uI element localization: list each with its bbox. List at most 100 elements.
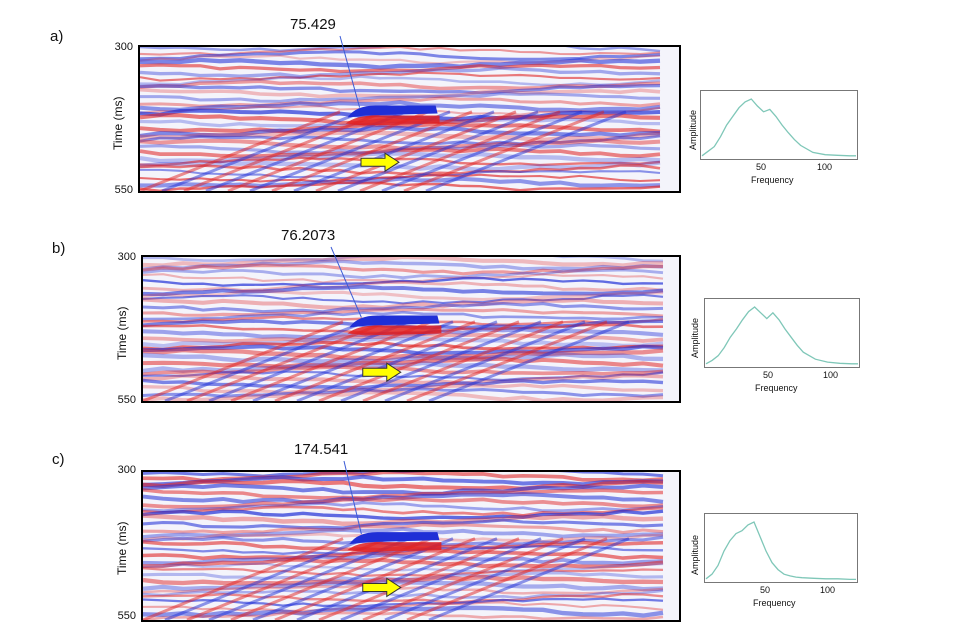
y-tick-top: 300 (117, 464, 136, 476)
reflector-line (143, 552, 664, 566)
dipping-event (271, 110, 473, 191)
reflector-line (143, 523, 664, 535)
reflector-line (143, 567, 664, 578)
spectrum-plot (700, 90, 858, 160)
reflector-line (143, 297, 664, 310)
dipping-event (315, 110, 517, 191)
dipping-event (403, 110, 605, 191)
reflector-line (143, 557, 664, 569)
dipping-event (406, 537, 608, 620)
reflector-line (143, 601, 664, 612)
reflector-line (143, 584, 664, 595)
spectrum-x-label: Frequency (755, 383, 798, 393)
dipping-event (293, 110, 495, 191)
reflector-line (140, 66, 661, 79)
reflector-line (143, 526, 664, 539)
dipping-event (274, 537, 476, 620)
spectrum-x-tick: 100 (820, 585, 836, 595)
spectrum-y-label: Amplitude (688, 109, 698, 150)
spectrum-line (701, 98, 856, 157)
reflector-line (140, 83, 661, 95)
dipping-event (186, 320, 388, 401)
reflector-line (143, 472, 664, 478)
dipping-event (143, 537, 344, 620)
seismic-section (141, 470, 681, 622)
reflector-line (143, 289, 664, 302)
reflector-line (143, 574, 664, 586)
bright-spot-blue (349, 532, 440, 545)
dipping-event (164, 537, 366, 620)
seismic-image (140, 47, 661, 191)
reflector-line (140, 173, 661, 183)
dipping-event (359, 110, 561, 191)
panel-label: b) (52, 240, 66, 257)
dipping-event (140, 110, 341, 191)
dipping-event (318, 320, 520, 401)
reflector-line (143, 332, 664, 344)
y-axis-label: Time (ms) (111, 96, 125, 150)
seismic-section (138, 45, 681, 193)
reflector-line (143, 293, 664, 305)
reflector-line (143, 483, 664, 496)
spectrum-svg (705, 306, 859, 365)
bright-spot-blue (347, 105, 438, 118)
spectrum-line (705, 521, 856, 581)
reflector-line (143, 548, 664, 561)
bright-spot-blue (349, 315, 440, 328)
dipping-event (362, 320, 564, 401)
reflector-line (140, 47, 661, 53)
reflector-line (140, 134, 661, 146)
spectrum-svg (701, 98, 857, 157)
reflector-line (143, 268, 664, 280)
dipping-event (384, 537, 586, 620)
dipping-event (296, 320, 498, 401)
dipping-event (425, 110, 627, 191)
reflector-line (140, 63, 661, 74)
reflector-line (143, 301, 664, 314)
spectrum-y-label: Amplitude (690, 317, 700, 358)
reflector-line (143, 263, 664, 276)
spectrum-plot (704, 513, 858, 583)
y-tick-bottom: 550 (114, 184, 133, 196)
bright-spot-red (347, 542, 442, 553)
arrow-icon (362, 577, 402, 598)
reflector-line (143, 310, 664, 321)
reflector-line (143, 605, 664, 618)
amplitude-callout: 75.429 (290, 16, 336, 33)
reflector-line (140, 130, 661, 143)
y-axis-label: Time (ms) (115, 306, 129, 360)
reflector-line (143, 387, 664, 398)
spectrum-x-label: Frequency (751, 175, 794, 185)
y-axis-label: Time (ms) (115, 521, 129, 575)
y-tick-top: 300 (114, 41, 133, 53)
amplitude-callout: 174.541 (294, 441, 349, 458)
bright-spot-red (345, 115, 440, 126)
spectrum-x-tick: 50 (763, 370, 774, 380)
dipping-event (274, 320, 476, 401)
dipping-event (362, 537, 564, 620)
reflector-line (140, 87, 661, 99)
reflector-line (143, 284, 664, 297)
spectrum-svg (705, 521, 857, 581)
dipping-event (318, 537, 520, 620)
dipping-event (337, 110, 539, 191)
reflector-line (143, 307, 664, 318)
reflector-line (143, 360, 664, 374)
dipping-event (428, 537, 630, 620)
arrow-icon (362, 362, 402, 383)
dipping-event (164, 320, 366, 401)
reflector-line (143, 501, 664, 513)
dipping-event (340, 537, 542, 620)
dipping-event (252, 320, 454, 401)
dipping-event (296, 537, 498, 620)
seismic-image (143, 257, 664, 401)
dipping-event (249, 110, 451, 191)
dipping-event (340, 320, 542, 401)
seismic-section (141, 255, 681, 403)
y-tick-bottom: 550 (117, 610, 136, 622)
spectrum-x-tick: 50 (760, 585, 771, 595)
dipping-event (381, 110, 583, 191)
reflector-line (143, 259, 664, 271)
dipping-event (227, 110, 429, 191)
y-tick-bottom: 550 (117, 394, 136, 406)
